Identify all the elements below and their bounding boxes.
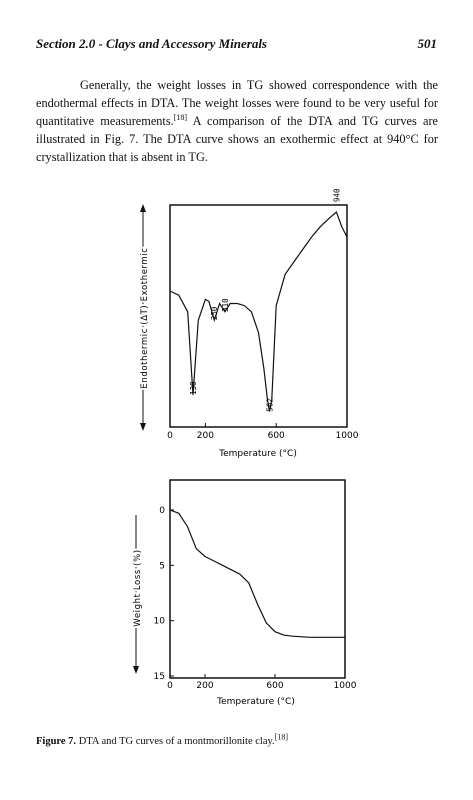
tg-y-tick-label: 10 (154, 617, 166, 627)
tg-ylabel-backdrop: Weight Loss (%) (133, 549, 143, 626)
tg-x-tick-label: 200 (196, 681, 213, 691)
tg-chart: 0 200 600 1000 0 5 10 15 Temperature (°C) Weigh… (131, 479, 357, 707)
caption-text: DTA and TG curves of a montmorillonite c… (76, 736, 275, 747)
dta-y-axis-label: Endothermic (ΔT) Exothermic (140, 247, 150, 388)
dta-peak-label: 130 (189, 381, 198, 395)
caption-ref: [18] (274, 732, 289, 742)
page-number: 501 (417, 36, 438, 51)
dta-x-tick-label: 0 (167, 431, 173, 441)
tg-x-tick-label: 0 (167, 681, 173, 691)
tg-x-tick-label: 600 (266, 681, 283, 691)
dta-chart: 0 200 600 1000 Temperature (°C) Endothermic… (138, 188, 359, 459)
tg-down-arrowhead (133, 666, 139, 674)
citation-ref: [18] (173, 112, 188, 122)
tg-plot-frame (169, 479, 346, 679)
body-paragraph: Generally, the weight losses in TG showe… (36, 76, 438, 166)
tg-x-tick-label: 1000 (334, 681, 357, 691)
dta-peak-label: 562 (265, 398, 274, 412)
dta-x-tick-label: 1000 (336, 431, 359, 441)
dta-peak-label: 310 (221, 298, 230, 312)
dta-peak-label: 250 (210, 306, 219, 320)
dta-plot-frame (169, 204, 348, 428)
tg-curve (169, 509, 345, 638)
running-header: Section 2.0 - Clays and Accessory Minera… (36, 36, 437, 56)
dta-x-tick-label: 600 (268, 431, 285, 441)
tg-y-tick-label: 15 (154, 672, 165, 682)
figure-caption: Figure 7. DTA and TG curves of a montmor… (36, 732, 289, 747)
tg-x-axis-label: Temperature (°C) (216, 697, 295, 707)
dta-x-axis-label: Temperature (°C) (218, 449, 297, 459)
tg-y-tick-label: 5 (159, 561, 165, 571)
dta-ylabel-backdrop: Endothermic (ΔT) Exothermic (140, 247, 150, 388)
paragraph-text-1: Generally, the weight losses in TG showe… (36, 78, 438, 128)
dta-down-arrowhead (140, 423, 146, 431)
tg-y-axis-label: Weight Loss (%) (133, 549, 143, 626)
tg-y-tick-label: 0 (159, 506, 165, 516)
dta-curve (169, 210, 348, 412)
caption-label: Figure 7. (36, 736, 77, 747)
section-title: Section 2.0 - Clays and Accessory Minera… (36, 36, 267, 51)
dta-x-tick-label: 200 (197, 431, 214, 441)
paragraph-text-2: A comparison of the DTA and TG curves ar… (36, 114, 439, 164)
dta-up-arrowhead (140, 204, 146, 212)
dta-peak-label: 940 (332, 188, 341, 202)
